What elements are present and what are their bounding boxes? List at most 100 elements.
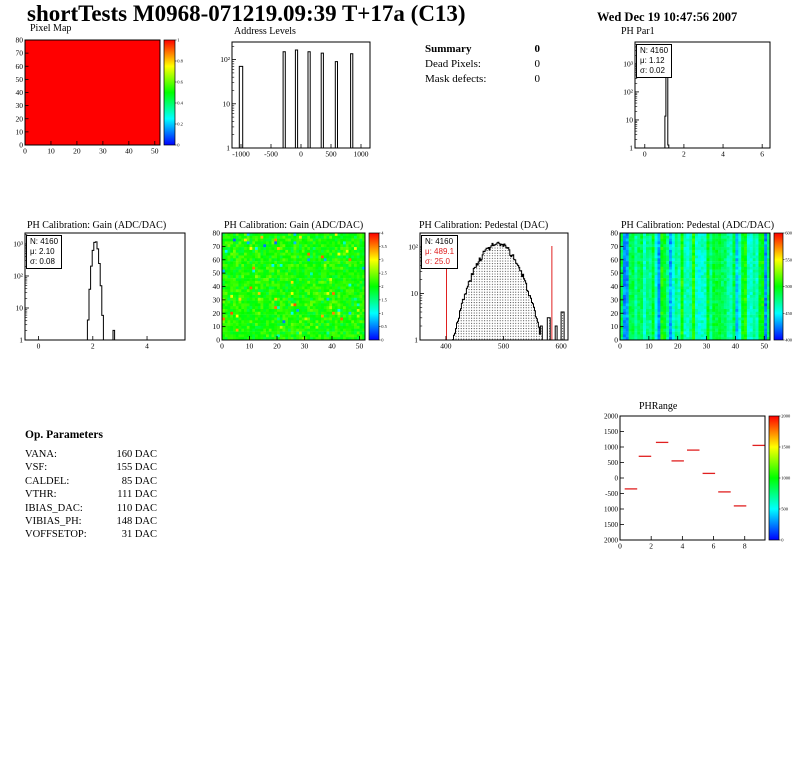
scale-tick-label: 3.5	[381, 244, 387, 249]
ph-par1-chart: 0 2 4 6 1 10 10² 10³	[623, 41, 771, 159]
summary-header-row: Summary 0	[425, 42, 540, 57]
ped-hist-title: PH Calibration: Pedestal (DAC)	[419, 220, 549, 231]
x-tick-label: 4	[721, 150, 725, 159]
stats-sigma: σ: 0.08	[30, 257, 55, 266]
dead-pixels-label: Dead Pixels:	[425, 58, 481, 70]
param-value: 85 DAC	[121, 475, 157, 487]
summary-total: 0	[534, 43, 541, 55]
stats-entries: N: 4160	[640, 46, 669, 55]
x-tick-label: 2	[91, 342, 95, 351]
y-tick-label: 30	[611, 295, 619, 304]
color-scale-bar	[163, 39, 176, 146]
param-name: VOFFSETOP:	[25, 529, 87, 541]
param-value: 110 DAC	[116, 502, 157, 514]
plot-frame	[619, 415, 766, 541]
histogram-line	[420, 241, 568, 341]
x-tick-label: 600	[555, 342, 567, 351]
x-tick-label: 0	[618, 342, 622, 351]
y-tick-label: 0	[615, 474, 619, 482]
color-scale-bar	[368, 232, 380, 341]
x-tick-label: 6	[760, 150, 764, 159]
x-tick-label: 20	[73, 147, 81, 156]
y-tick-label: 10	[213, 322, 221, 331]
x-tick-label: 10	[47, 147, 55, 156]
x-tick-label: 30	[99, 147, 107, 156]
ph-par1-stats-box: N: 4160 μ: 1.12 σ: 0.02	[636, 44, 673, 78]
y-tick-label: 10	[411, 289, 419, 298]
y-tick-label: 40	[16, 88, 24, 97]
y-tick-label: 10²	[220, 55, 231, 64]
ph-par1-title: PH Par1	[621, 26, 655, 37]
scale-tick-label: 0.6	[177, 80, 183, 85]
x-tick-label: 2	[682, 150, 686, 159]
stats-mean: μ: 2.10	[30, 247, 55, 256]
y-tick-label: 50	[16, 75, 24, 84]
y-tick-label: 500	[608, 459, 619, 467]
x-tick-label: 4	[680, 542, 684, 551]
scale-tick-label: 1	[177, 38, 179, 43]
x-tick-label: 20	[674, 342, 682, 351]
stats-sigma: σ: 25.0	[425, 257, 450, 266]
x-tick-label: 30	[703, 342, 711, 351]
address-levels-title: Address Levels	[234, 26, 296, 37]
scale-tick-label: 500	[781, 507, 789, 512]
x-tick-label: 20	[273, 342, 281, 351]
y-tick-label: 2000	[604, 412, 619, 420]
op-row-ibias-dac: IBIAS_DAC: 110 DAC	[25, 502, 157, 515]
plot-frame	[24, 39, 161, 146]
summary-row-mask-defects: Mask defects: 0	[425, 72, 540, 87]
y-tick-label: 0	[216, 336, 220, 345]
x-tick-label: 10	[645, 342, 653, 351]
scale-tick-label: 600	[785, 231, 793, 236]
scale-tick-label: 1000	[781, 476, 791, 481]
param-name: IBIAS_DAC:	[25, 502, 83, 514]
x-tick-label: 50	[356, 342, 364, 351]
op-row-vsf: VSF: 155 DAC	[25, 461, 157, 474]
y-tick-label: 60	[213, 255, 221, 264]
y-tick-label: 50	[611, 269, 619, 278]
x-tick-label: 40	[732, 342, 740, 351]
x-tick-label: 50	[151, 147, 159, 156]
y-tick-label: 1	[629, 144, 633, 153]
y-tick-label: 1500	[604, 428, 619, 436]
param-value: 111 DAC	[117, 489, 157, 501]
y-tick-label: 80	[16, 36, 24, 45]
gain-hist-stats-box: N: 4160 μ: 2.10 σ: 0.08	[26, 235, 63, 269]
op-row-voffsetop: VOFFSETOP: 31 DAC	[25, 528, 157, 541]
stats-mean: μ: 489.1	[425, 247, 455, 256]
y-tick-label: 70	[16, 49, 24, 58]
y-tick-label: 10³	[623, 59, 634, 68]
scale-tick-label: 0	[381, 338, 384, 343]
y-tick-label: 20	[16, 114, 24, 123]
mask-defects-label: Mask defects:	[425, 73, 487, 85]
y-tick-label: 10	[223, 99, 231, 108]
y-tick-label: 10	[626, 116, 634, 125]
stats-entries: N: 4160	[425, 237, 454, 246]
y-tick-label: -500	[605, 490, 618, 498]
op-parameters-block: Op. Parameters VANA: 160 DAC VSF: 155 DA…	[25, 429, 157, 542]
param-name: VTHR:	[25, 489, 57, 501]
y-tick-label: 20	[611, 309, 619, 318]
x-tick-label: -1000	[232, 150, 250, 159]
op-parameters-title: Op. Parameters	[25, 429, 103, 441]
scale-tick-label: 550	[785, 257, 793, 262]
dead-pixels-value: 0	[534, 58, 541, 70]
summary-row-dead-pixels: Dead Pixels: 0	[425, 57, 540, 72]
param-value: 148 DAC	[116, 516, 157, 528]
plot-frame	[419, 232, 569, 341]
mask-defects-value: 0	[534, 73, 541, 85]
y-tick-label: 10²	[13, 272, 24, 281]
scale-tick-label: 1.5	[381, 297, 387, 302]
y-tick-label: 20	[213, 309, 221, 318]
ped-hist-chart: 400 500 600 1 10 10²	[408, 232, 569, 351]
scale-tick-label: 3	[381, 257, 384, 262]
ped-hist-stats-box: N: 4160 μ: 489.1 σ: 25.0	[421, 235, 459, 269]
ph-range-chart: 0 2 4 6 8 2000 1500 1000 500 0 -500 1000 1500 2000 200…	[604, 412, 791, 550]
y-tick-label: 10	[611, 322, 619, 331]
scale-tick-label: 0.4	[177, 101, 183, 106]
y-tick-label: 40	[611, 282, 619, 291]
color-scale-bar	[773, 232, 784, 341]
y-tick-label: 1000	[604, 505, 619, 513]
